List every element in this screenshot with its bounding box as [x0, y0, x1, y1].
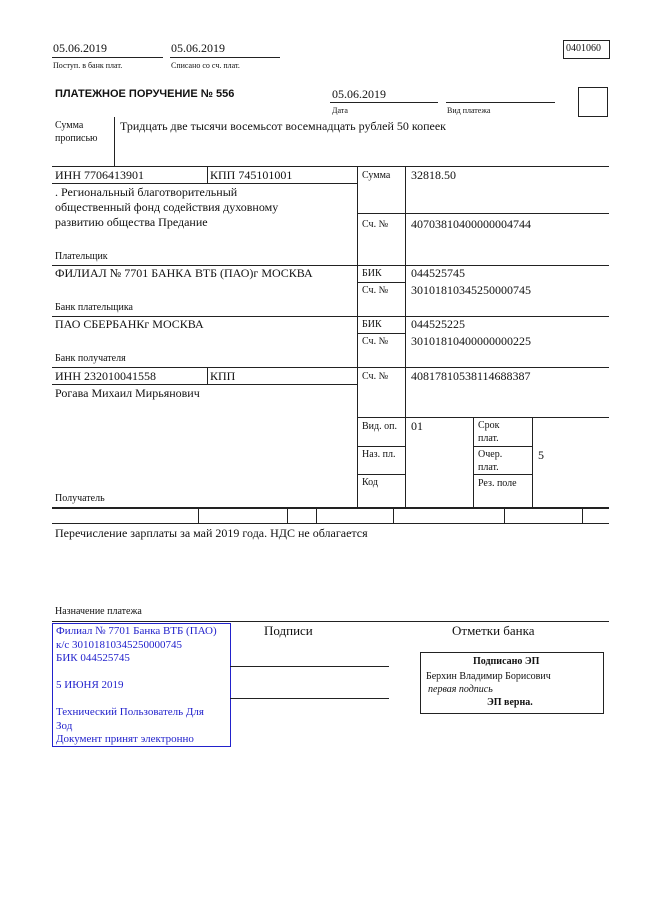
sign-verified: ЭП верна. — [487, 697, 533, 708]
stamp-line: Филиал № 7701 Банка ВТБ (ПАО) — [56, 625, 217, 637]
order-date: 05.06.2019 — [332, 87, 386, 101]
amount-words-label: Сумма — [55, 120, 84, 131]
recipient-bank-acc: 30101810400000000225 — [411, 334, 531, 348]
payer-kpp: КПП 745101001 — [210, 168, 293, 182]
amount-words: Тридцать две тысячи восемьсот восемнадца… — [120, 119, 446, 133]
srok-label: Срок — [478, 420, 500, 431]
debited-label: Списано со сч. плат. — [171, 61, 240, 70]
recipient-bank-name: ПАО СБЕРБАНКг МОСКВА — [55, 317, 204, 331]
stamp-line: Зод — [56, 719, 73, 732]
payment-type-label: Вид платежа — [447, 106, 491, 115]
recipient-bank-label: Банк получателя — [55, 353, 126, 364]
recipient-inn: ИНН 232010041558 — [55, 369, 156, 383]
priority-box — [578, 87, 608, 117]
recipient-acc-label: Сч. № — [362, 371, 389, 382]
recipient-kpp: КПП — [210, 369, 236, 383]
signatures-label: Подписи — [264, 623, 313, 638]
payer-name-2: общественный фонд содействия духовному — [55, 200, 279, 214]
payer-bank-name: ФИЛИАЛ № 7701 БАНКА ВТБ (ПАО)г МОСКВА — [55, 266, 313, 280]
stamp-lines: Филиал № 7701 Банка ВТБ (ПАО) к/с 3010181… — [56, 625, 217, 747]
payer-bik: 044525745 — [411, 266, 465, 280]
payer-name-3: развитию общества Предание — [55, 215, 208, 229]
ocher-value: 5 — [538, 448, 544, 462]
amount-words-label-2: прописью — [55, 133, 98, 144]
stamp-line: Технический Пользователь Для — [56, 706, 204, 718]
purpose-text: Перечисление зарплаты за май 2019 года. … — [55, 526, 368, 540]
payer-name-1: . Региональный благотворительный — [55, 185, 238, 199]
payer-bank-label: Банк плательщика — [55, 302, 133, 313]
srok-label-2: плат. — [478, 433, 499, 444]
amount-label: Сумма — [362, 170, 391, 181]
sign-type: первая подпись — [428, 684, 493, 695]
recipient-label: Получатель — [55, 493, 105, 504]
recipient-acc: 40817810538114688387 — [411, 369, 531, 383]
payer-inn: ИНН 7706413901 — [55, 168, 144, 182]
page-title: ПЛАТЕЖНОЕ ПОРУЧЕНИЕ № 556 — [55, 88, 235, 100]
kod-label: Код — [362, 477, 378, 488]
signer-name: Берхин Владимир Борисович — [426, 671, 551, 682]
signature-box — [420, 652, 604, 714]
signed-title: Подписано ЭП — [473, 656, 540, 667]
bank-marks-label: Отметки банка — [452, 623, 535, 638]
stamp-line — [56, 693, 217, 707]
payer-bank-acc: 30101810345250000745 — [411, 283, 531, 297]
ocher-label-2: плат. — [478, 462, 499, 473]
recipient-bank-acc-label: Сч. № — [362, 336, 389, 347]
stamp-line: Документ принят электронно — [56, 733, 194, 745]
payer-account: 40703810400000004744 — [411, 217, 531, 231]
stamp-line: БИК 044525745 — [56, 652, 130, 664]
stamp-line: 5 ИЮНЯ 2019 — [56, 679, 124, 691]
payer-bik-label: БИК — [362, 268, 382, 279]
purpose-label: Назначение платежа — [55, 606, 142, 617]
date-label: Дата — [332, 106, 348, 115]
payer-bank-acc-label: Сч. № — [362, 285, 389, 296]
recipient-bik-label: БИК — [362, 319, 382, 330]
rez-label: Рез. поле — [478, 478, 517, 489]
stamp-line: к/с 30101810345250000745 — [56, 638, 183, 651]
received-label: Поступ. в банк плат. — [53, 61, 123, 70]
vid-op-label: Вид. оп. — [362, 421, 397, 432]
stamp-line — [56, 666, 217, 680]
payer-account-label: Сч. № — [362, 219, 389, 230]
payer-label: Плательщик — [55, 251, 108, 262]
vid-op: 01 — [411, 419, 423, 433]
naz-pl-label: Наз. пл. — [362, 449, 396, 460]
recipient-bik: 044525225 — [411, 317, 465, 331]
ocher-label: Очер. — [478, 449, 503, 460]
debited-date: 05.06.2019 — [171, 41, 225, 55]
amount-value: 32818.50 — [411, 168, 456, 182]
bank-stamp — [52, 623, 231, 747]
received-date: 05.06.2019 — [53, 41, 107, 55]
form-code: 0401060 — [566, 43, 601, 54]
recipient-name: Рогава Михаил Мирьянович — [55, 386, 200, 400]
